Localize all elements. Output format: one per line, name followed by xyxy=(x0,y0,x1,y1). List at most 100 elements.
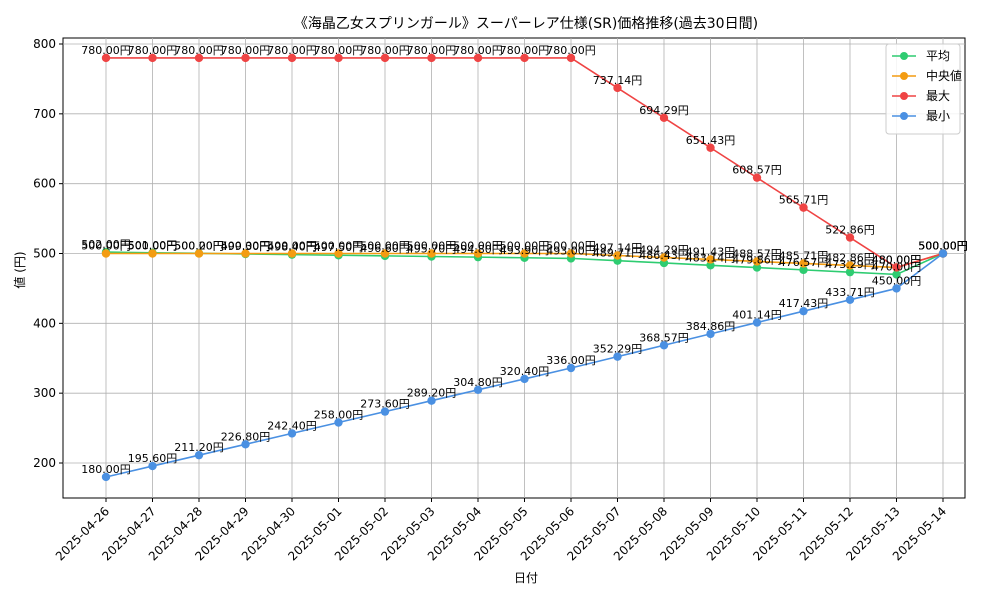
data-label: 304.80円 xyxy=(453,376,503,389)
data-label: 486.43円 xyxy=(639,249,689,262)
data-label: 780.00円 xyxy=(546,44,596,57)
data-point xyxy=(241,53,250,63)
data-label: 480.00円 xyxy=(872,253,922,266)
data-point xyxy=(334,249,343,258)
data-label: 780.00円 xyxy=(500,44,550,57)
data-label: 226.80円 xyxy=(221,430,271,443)
data-label: 499.30円 xyxy=(221,240,271,253)
data-label: 500.00円 xyxy=(918,240,968,253)
y-tick-label: 400 xyxy=(33,316,56,330)
data-point xyxy=(380,53,390,63)
data-point xyxy=(287,53,297,63)
data-point xyxy=(706,329,715,339)
x-axis-title: 日付 xyxy=(514,571,538,585)
legend-label: 中央値 xyxy=(926,68,962,83)
y-tick-label: 800 xyxy=(33,37,56,51)
data-label: 500.00円 xyxy=(360,240,410,253)
data-label: 500.00円 xyxy=(174,240,224,253)
data-point xyxy=(799,203,808,212)
legend-label: 最小 xyxy=(926,109,950,123)
data-label: 565.71円 xyxy=(779,194,829,207)
data-point xyxy=(706,255,715,264)
data-point xyxy=(148,461,157,471)
data-label: 258.00円 xyxy=(314,408,364,421)
data-point xyxy=(241,249,250,258)
data-label: 495.70円 xyxy=(407,243,457,256)
data-point xyxy=(287,429,297,438)
data-point xyxy=(938,249,948,258)
data-label: 479.86円 xyxy=(732,254,782,267)
data-label: 488.57円 xyxy=(732,247,782,260)
chart-title: 《海晶乙女スプリンガール》スーパーレア仕様(SR)価格推移(過去30日間) xyxy=(294,15,758,32)
data-point xyxy=(752,263,762,272)
data-point xyxy=(752,173,762,182)
data-label: 780.00円 xyxy=(174,44,224,57)
data-point xyxy=(241,440,250,449)
data-label: 651.43円 xyxy=(686,134,736,147)
data-point xyxy=(845,261,855,270)
label-layer: 502.00円501.00円500.20円499.30円498.40円497.5… xyxy=(81,44,968,476)
data-point xyxy=(194,53,204,63)
data-label: 483.14円 xyxy=(686,251,736,264)
data-label: 480.00円 xyxy=(872,253,922,266)
data-point xyxy=(613,352,622,361)
data-label: 780.00円 xyxy=(267,44,317,57)
data-label: 242.40円 xyxy=(267,419,317,432)
data-point xyxy=(473,249,483,258)
data-label: 500.00円 xyxy=(128,240,178,253)
data-label: 780.00円 xyxy=(81,44,131,57)
data-label: 498.40円 xyxy=(267,241,317,254)
data-label: 522.86円 xyxy=(825,224,875,237)
data-label: 500.00円 xyxy=(500,240,550,253)
y-tick-label: 200 xyxy=(33,456,56,470)
data-label: 273.60円 xyxy=(360,398,410,411)
data-point xyxy=(566,363,576,373)
y-tick-label: 600 xyxy=(33,177,56,191)
data-label: 450.00円 xyxy=(872,274,922,287)
data-point xyxy=(706,261,715,270)
legend-label: 最大 xyxy=(926,89,950,103)
y-tick-label: 700 xyxy=(33,107,56,121)
data-label: 500.00円 xyxy=(918,240,968,253)
data-label: 608.57円 xyxy=(732,164,782,177)
data-point xyxy=(659,253,669,262)
data-label: 433.71円 xyxy=(825,286,875,299)
data-point xyxy=(148,53,157,63)
data-label: 500.00円 xyxy=(81,240,131,253)
data-point xyxy=(845,233,855,242)
series-layer xyxy=(101,53,948,482)
data-point xyxy=(799,259,808,268)
data-label: 496.60円 xyxy=(360,242,410,255)
legend-marker xyxy=(900,72,908,80)
data-label: 493.90円 xyxy=(500,244,550,257)
data-point xyxy=(752,257,762,266)
data-label: 737.14円 xyxy=(593,74,643,87)
data-point xyxy=(892,284,901,293)
legend-marker xyxy=(900,112,908,120)
data-point xyxy=(194,249,204,258)
data-label: 489.71円 xyxy=(593,247,643,260)
data-point xyxy=(427,249,436,258)
data-point xyxy=(427,53,436,63)
data-label: 476.57円 xyxy=(779,256,829,269)
data-point xyxy=(892,263,901,272)
data-point xyxy=(706,143,715,152)
data-point xyxy=(101,53,111,63)
data-label: 368.57円 xyxy=(639,331,689,344)
data-label: 320.40円 xyxy=(500,365,550,378)
data-point xyxy=(520,53,529,63)
data-label: 384.86円 xyxy=(686,320,736,333)
data-label: 500.00円 xyxy=(221,240,271,253)
data-point xyxy=(566,249,576,258)
data-label: 500.00円 xyxy=(918,240,968,253)
data-label: 491.43円 xyxy=(686,245,736,258)
data-label: 500.00円 xyxy=(546,240,596,253)
data-label: 500.20円 xyxy=(174,239,224,252)
data-label: 485.71円 xyxy=(779,249,829,262)
legend-box xyxy=(885,43,961,135)
data-label: 780.00円 xyxy=(453,44,503,57)
data-label: 289.20円 xyxy=(407,387,457,400)
data-label: 401.14円 xyxy=(732,309,782,322)
